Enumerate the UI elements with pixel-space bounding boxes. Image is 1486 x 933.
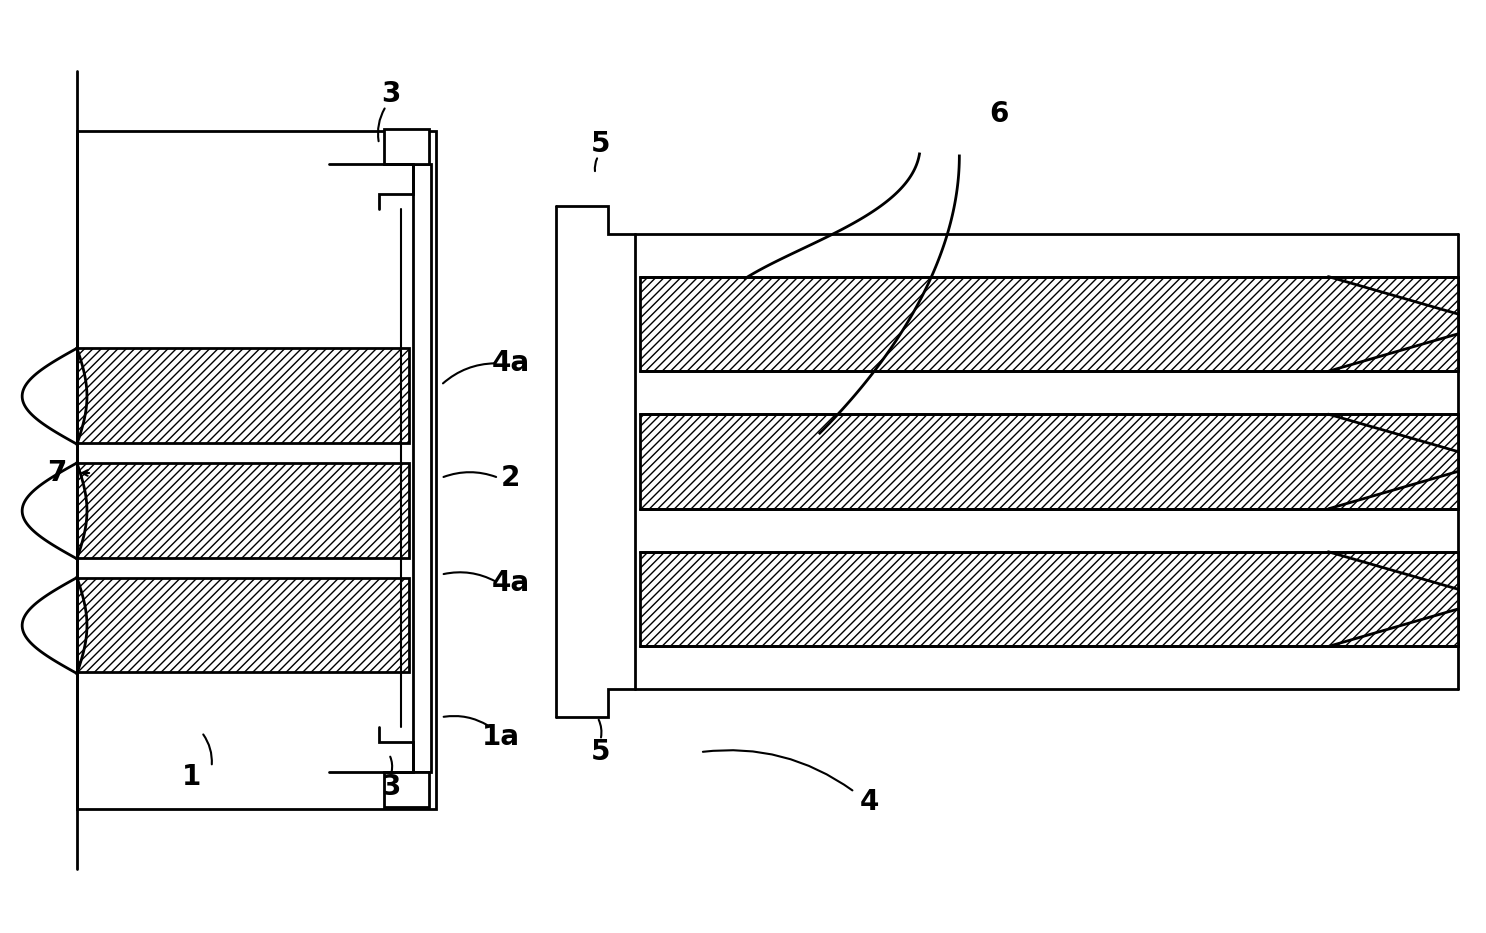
Text: 7: 7 [48,459,67,487]
Text: 6: 6 [990,100,1009,128]
Bar [77,578,409,673]
Text: 4: 4 [860,788,880,816]
Text: 4a: 4a [492,349,529,377]
Bar [640,276,1458,371]
Text: 3: 3 [382,773,401,801]
Text: 5: 5 [590,130,611,158]
Bar [383,773,429,807]
Text: 5: 5 [590,738,611,766]
Bar [640,551,1458,647]
Bar [77,348,409,443]
Text: 1: 1 [181,763,201,791]
Bar [383,129,429,164]
Text: 1a: 1a [481,723,520,751]
Text: 3: 3 [382,80,401,108]
Bar [413,164,431,773]
Text: 4a: 4a [492,568,529,596]
Bar [640,414,1458,508]
Bar [77,131,435,809]
Bar [77,463,409,558]
Text: 2: 2 [501,464,520,492]
